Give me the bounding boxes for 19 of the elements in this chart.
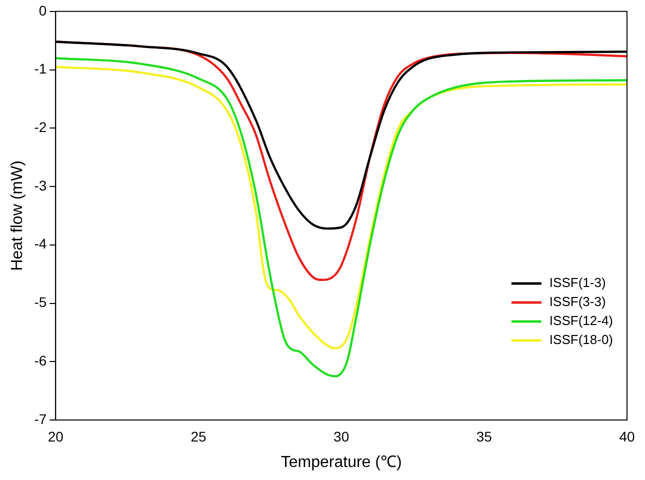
x-tick-label: 30 (334, 428, 350, 444)
y-tick-label: -1 (34, 60, 47, 77)
x-tick-label: 25 (190, 428, 206, 444)
x-tick-label: 20 (48, 428, 64, 444)
y-axis-title: Heat flow (mW) (9, 160, 26, 271)
y-tick-label: -5 (34, 294, 47, 310)
y-tick-label: 0 (38, 2, 47, 18)
legend-label: ISSF(3-3) (549, 294, 606, 310)
y-tick-label: -4 (34, 236, 47, 252)
x-tick-label: 40 (619, 428, 635, 444)
legend-label: ISSF(12-4) (549, 313, 614, 328)
y-tick-label: -7 (34, 410, 47, 427)
y-tick-label: -3 (34, 177, 47, 194)
y-tick-label: -2 (34, 119, 47, 135)
legend-label: ISSF(1-3) (549, 275, 606, 290)
y-tick-label: -6 (34, 352, 47, 368)
legend-label: ISSF(18-0) (549, 332, 614, 348)
x-tick-label: 35 (476, 428, 492, 444)
x-axis-title: Temperature (℃) (280, 454, 402, 471)
